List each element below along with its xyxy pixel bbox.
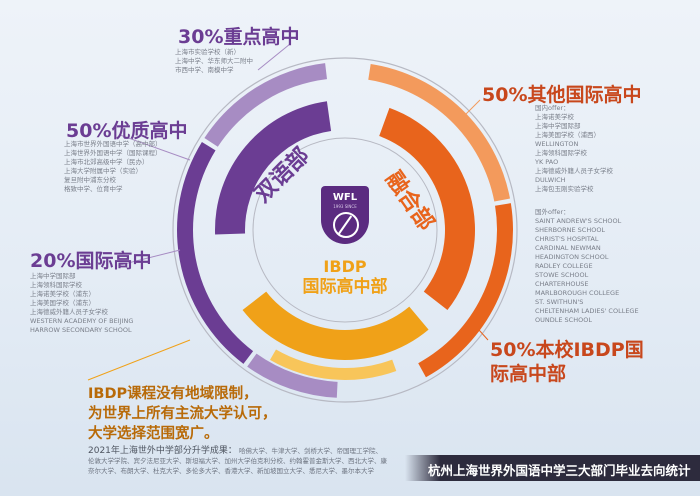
outer-arc-bilingual-2	[247, 353, 338, 398]
slice-label-intl-high: 20%国际高中	[30, 250, 152, 272]
slice-note-quality-high: 上海市世界外国语中学（高中部） 上海世界外国语中学（国际课程） 上海市北郊高级中…	[64, 140, 162, 193]
summary: 2021年上海世外中学部分升学成果： 哈佛大学、牛津大学、剑桥大学、帝国理工学院…	[88, 446, 388, 476]
ring-label-ibdp-2: 国际高中部	[303, 276, 388, 297]
leader-intl-high	[119, 249, 181, 266]
inner-arc-bilingual	[215, 101, 332, 235]
logo-subtext: 1993 SINCE	[333, 204, 357, 209]
slice-note-key-high: 上海市实验学校（新） 上海中学、华东师大二附中 市西中学、南模中学	[175, 48, 253, 74]
slice-note-ibdp-offers: 国外offer： SAINT ANDREW'S SCHOOL SHERBORNE…	[535, 208, 639, 324]
slice-label-other-intl: 50%其他国际高中	[482, 84, 642, 106]
outer-arc-ibdp	[270, 349, 397, 380]
leader-key-high	[257, 43, 291, 71]
slice-label-key-high: 30%重点高中	[178, 26, 300, 48]
leader-ibdp	[87, 339, 191, 381]
slice-note-other-intl: 国内offer： 上海诺美学校 上海中学国际部 上海美国学校（浦西） WELLI…	[535, 104, 613, 193]
inner-arc-fusion	[379, 107, 475, 311]
leader-other-intl	[459, 99, 481, 121]
guide-ring-inner	[252, 137, 438, 323]
outer-arc-fusion-0	[368, 63, 511, 202]
inner-arc-ibdp	[242, 291, 429, 361]
leader-quality-high	[119, 134, 191, 161]
logo-text: WFL	[332, 192, 358, 203]
ibdp-note: IBDP课程没有地域限制， 为世界上所有主流大学认可， 大学选择范围宽广。	[88, 386, 277, 442]
slice-note-intl-high: 上海中学国际部 上海领科国际学校 上海诺美学校（浦东） 上海美国学校（浦东） 上…	[30, 272, 134, 334]
summary-heading: 2021年上海世外中学部分升学成果：	[88, 446, 237, 456]
footer-title: 杭州上海世界外国语中学三大部门毕业去向统计	[428, 463, 691, 478]
outer-arc-bilingual-1	[177, 141, 254, 364]
outer-arc-bilingual-0	[204, 63, 328, 147]
slice-label-quality-high: 50%优质高中	[66, 120, 188, 142]
school-logo: WFL 1993 SINCE	[321, 186, 369, 244]
summary-body: 哈佛大学、牛津大学、剑桥大学、帝国理工学院、伦敦大学学院、宾夕法尼亚大学、斯坦福…	[88, 447, 387, 475]
slice-label-own-ibdp: 50%本校IBDP国际高中部	[490, 339, 644, 385]
outer-arc-fusion-1	[418, 203, 513, 378]
leader-own-ibdp	[469, 319, 489, 341]
guide-ring-outer	[172, 57, 518, 403]
globe-icon	[333, 212, 359, 238]
footer-bar	[405, 455, 700, 481]
ring-label-ibdp-1: IBDP	[323, 257, 366, 276]
